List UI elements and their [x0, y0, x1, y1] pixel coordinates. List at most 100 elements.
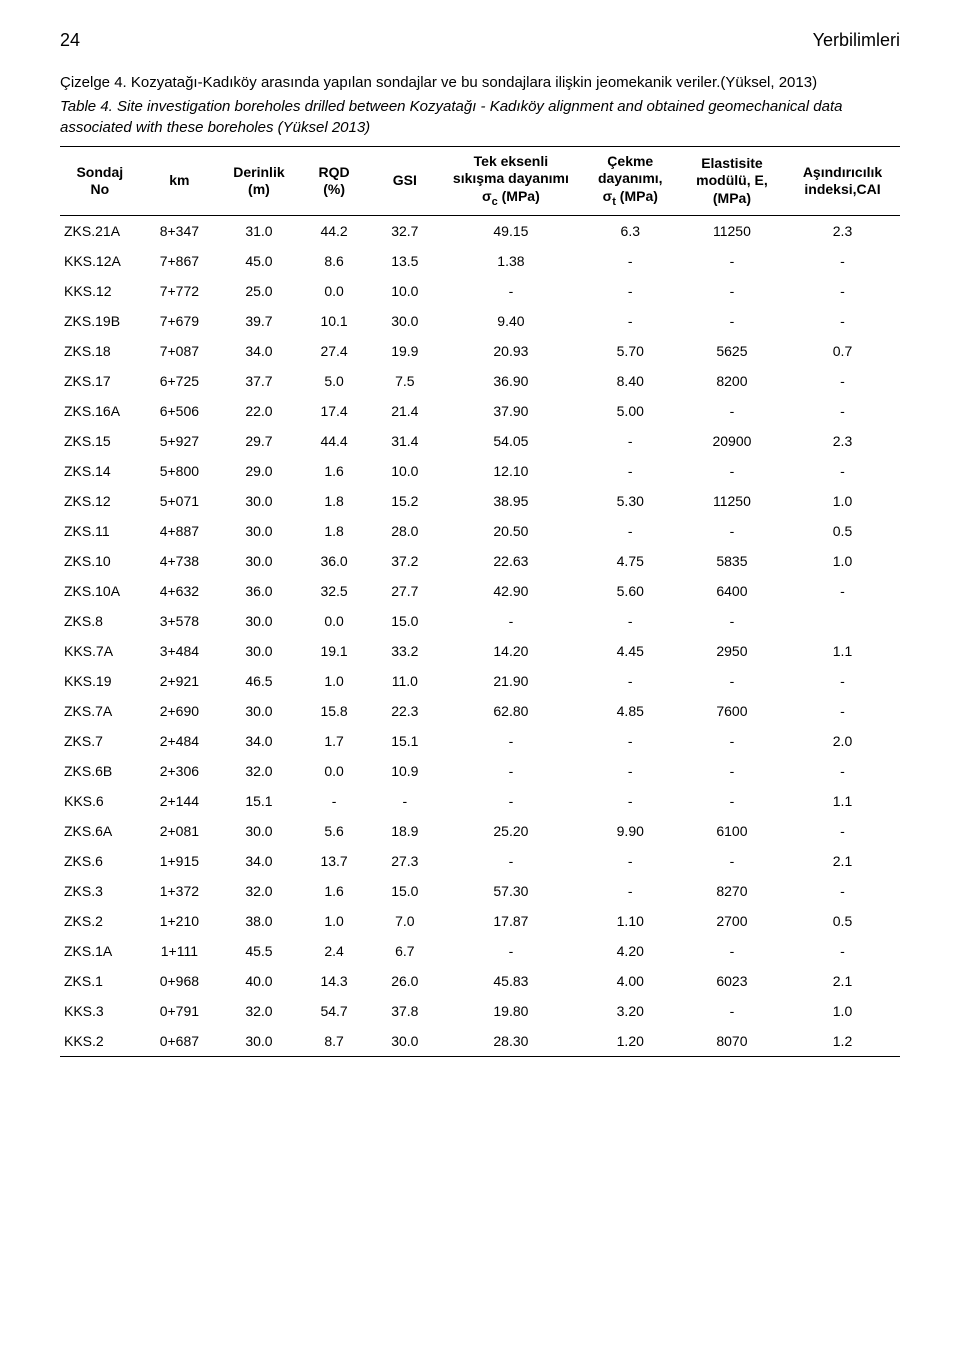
table-row: ZKS.6B2+30632.00.010.9----: [60, 756, 900, 786]
cell-gsi: 13.5: [369, 246, 440, 276]
cell-no: ZKS.17: [60, 366, 140, 396]
cell-ten: -: [582, 306, 679, 336]
table-row: ZKS.19B7+67939.710.130.09.40---: [60, 306, 900, 336]
cell-no: ZKS.1: [60, 966, 140, 996]
cell-ucs: -: [440, 276, 581, 306]
cell-depth: 30.0: [219, 606, 299, 636]
cell-cai: 1.1: [785, 786, 900, 816]
cell-gsi: 22.3: [369, 696, 440, 726]
cell-rqd: 54.7: [299, 996, 370, 1026]
cell-gsi: 11.0: [369, 666, 440, 696]
cell-no: ZKS.18: [60, 336, 140, 366]
cell-ten: 4.20: [582, 936, 679, 966]
cell-no: KKS.6: [60, 786, 140, 816]
cell-gsi: 27.3: [369, 846, 440, 876]
cell-no: KKS.2: [60, 1026, 140, 1057]
cell-ucs: 20.93: [440, 336, 581, 366]
cell-km: 2+921: [140, 666, 220, 696]
cell-km: 3+484: [140, 636, 220, 666]
cell-depth: 29.7: [219, 426, 299, 456]
cell-ucs: 54.05: [440, 426, 581, 456]
cell-ucs: 36.90: [440, 366, 581, 396]
col-rqd: RQD(%): [299, 146, 370, 216]
cell-emod: -: [679, 246, 785, 276]
cell-no: KKS.12: [60, 276, 140, 306]
cell-cai: 2.3: [785, 426, 900, 456]
cell-depth: 32.0: [219, 996, 299, 1026]
table-row: ZKS.104+73830.036.037.222.634.7558351.0: [60, 546, 900, 576]
cell-ucs: 62.80: [440, 696, 581, 726]
cell-cai: -: [785, 456, 900, 486]
cell-ten: 8.40: [582, 366, 679, 396]
table-row: ZKS.114+88730.01.828.020.50--0.5: [60, 516, 900, 546]
cell-km: 4+887: [140, 516, 220, 546]
cell-emod: 2700: [679, 906, 785, 936]
cell-cai: -: [785, 246, 900, 276]
cell-cai: -: [785, 666, 900, 696]
cell-emod: 11250: [679, 216, 785, 247]
cell-ten: 3.20: [582, 996, 679, 1026]
cell-depth: 30.0: [219, 486, 299, 516]
cell-gsi: 7.5: [369, 366, 440, 396]
cell-ucs: -: [440, 936, 581, 966]
cell-cai: -: [785, 756, 900, 786]
cell-no: ZKS.19B: [60, 306, 140, 336]
cell-ten: 4.75: [582, 546, 679, 576]
cell-km: 1+915: [140, 846, 220, 876]
cell-gsi: -: [369, 786, 440, 816]
cell-ten: 4.00: [582, 966, 679, 996]
col-cai: Aşındırıcılıkindeksi,CAI: [785, 146, 900, 216]
cell-gsi: 19.9: [369, 336, 440, 366]
cell-depth: 30.0: [219, 516, 299, 546]
table-header-row: SondajNokmDerinlik(m)RQD(%)GSITek eksenl…: [60, 146, 900, 216]
cell-ucs: 25.20: [440, 816, 581, 846]
cell-km: 2+081: [140, 816, 220, 846]
cell-ten: 5.60: [582, 576, 679, 606]
cell-rqd: 13.7: [299, 846, 370, 876]
page: 24 Yerbilimleri Çizelge 4. Kozyatağı-Kad…: [0, 0, 960, 1371]
cell-ten: 9.90: [582, 816, 679, 846]
table-row: ZKS.21A8+34731.044.232.749.156.3112502.3: [60, 216, 900, 247]
cell-rqd: 0.0: [299, 606, 370, 636]
col-km: km: [140, 146, 220, 216]
cell-ucs: 28.30: [440, 1026, 581, 1057]
cell-ucs: 22.63: [440, 546, 581, 576]
cell-ucs: 57.30: [440, 876, 581, 906]
cell-ten: 5.30: [582, 486, 679, 516]
cell-ucs: 45.83: [440, 966, 581, 996]
cell-rqd: 0.0: [299, 276, 370, 306]
cell-cai: -: [785, 876, 900, 906]
cell-emod: -: [679, 786, 785, 816]
table-row: KKS.12A7+86745.08.613.51.38---: [60, 246, 900, 276]
cell-depth: 30.0: [219, 636, 299, 666]
cell-ten: -: [582, 606, 679, 636]
cell-cai: -: [785, 396, 900, 426]
cell-emod: 6023: [679, 966, 785, 996]
cell-rqd: 0.0: [299, 756, 370, 786]
cell-cai: 1.0: [785, 996, 900, 1026]
cell-rqd: 19.1: [299, 636, 370, 666]
cell-km: 0+968: [140, 966, 220, 996]
cell-depth: 30.0: [219, 1026, 299, 1057]
cell-depth: 30.0: [219, 546, 299, 576]
cell-emod: -: [679, 396, 785, 426]
cell-km: 8+347: [140, 216, 220, 247]
cell-emod: 5835: [679, 546, 785, 576]
cell-rqd: 1.8: [299, 486, 370, 516]
cell-ucs: 9.40: [440, 306, 581, 336]
cell-km: 7+772: [140, 276, 220, 306]
cell-rqd: 5.6: [299, 816, 370, 846]
cell-rqd: 44.2: [299, 216, 370, 247]
table-row: KKS.20+68730.08.730.028.301.2080701.2: [60, 1026, 900, 1057]
cell-rqd: 2.4: [299, 936, 370, 966]
cell-rqd: 27.4: [299, 336, 370, 366]
cell-emod: 8270: [679, 876, 785, 906]
cell-cai: 1.0: [785, 546, 900, 576]
col-gsi: GSI: [369, 146, 440, 216]
cell-depth: 30.0: [219, 816, 299, 846]
cell-no: ZKS.21A: [60, 216, 140, 247]
cell-depth: 46.5: [219, 666, 299, 696]
cell-rqd: 17.4: [299, 396, 370, 426]
cell-rqd: 8.6: [299, 246, 370, 276]
cell-no: ZKS.6: [60, 846, 140, 876]
